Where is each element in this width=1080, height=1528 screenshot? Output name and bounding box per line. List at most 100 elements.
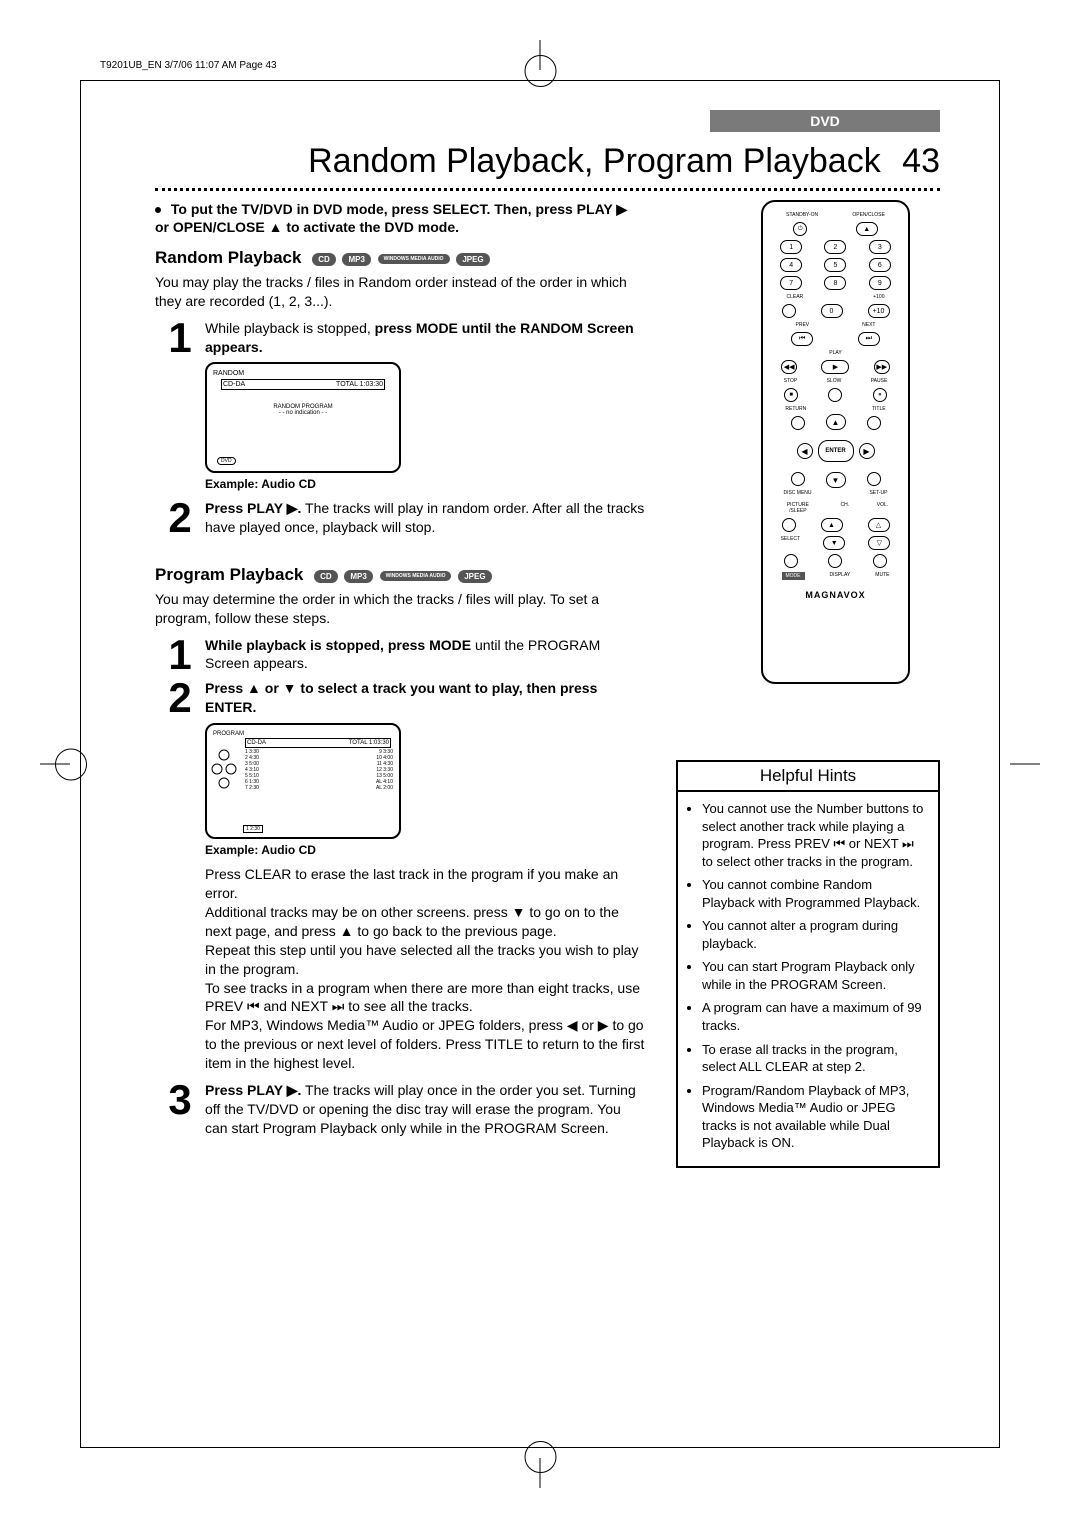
screen-header: CD-DA TOTAL 1:03:30	[221, 379, 385, 390]
hint-item: Program/Random Playback of MP3, Windows …	[702, 1082, 928, 1152]
r-play-label: PLAY	[829, 350, 841, 356]
r-disc-label: DISC MENU	[783, 490, 811, 496]
r-open-label: OPEN/CLOSE	[852, 212, 885, 218]
hint-item: You cannot alter a program during playba…	[702, 917, 928, 952]
p2-a: Press ▲ or ▼ to select a track you want …	[205, 680, 597, 715]
open-button: ▲	[856, 222, 878, 236]
ch-dn-button: ▼	[823, 536, 845, 550]
picture-button	[782, 518, 796, 532]
r-standby-label: STANDBY-ON	[786, 212, 818, 218]
pause-button: ⏸	[873, 388, 887, 402]
step-number-1: 1	[155, 319, 205, 357]
standby-button: ⏻	[793, 222, 807, 236]
stop-button: ■	[784, 388, 798, 402]
screen-prog-sub: CD-DA	[247, 740, 266, 746]
intro-text: To put the TV/DVD in DVD mode, press SEL…	[155, 201, 627, 235]
r-next-label: NEXT	[862, 322, 875, 328]
step-1-body: While playback is stopped, press MODE un…	[205, 319, 645, 357]
program-h-text: Program Playback	[155, 565, 303, 584]
hints-title: Helpful Hints	[678, 762, 938, 792]
p-step-3-body: Press PLAY ▶. The tracks will play once …	[205, 1081, 645, 1138]
hints-list: You cannot use the Number buttons to sel…	[688, 800, 928, 1152]
manual-page: T9201UB_EN 3/7/06 11:07 AM Page 43 DVD R…	[0, 0, 1080, 1528]
enter-button: ENTER	[818, 440, 854, 462]
random-step-2: 2 Press PLAY ▶. The tracks will play in …	[155, 499, 645, 537]
screen-prog-total: TOTAL 1:03:30	[349, 740, 389, 746]
program-screen-illustration: PROGRAM CD-DA TOTAL 1:03:30 1 3:309 3:30…	[205, 723, 401, 839]
r-prev-label: PREV	[796, 322, 810, 328]
play-button: ▶	[821, 360, 849, 374]
plus10-button: +10	[868, 304, 890, 318]
page-title: Random Playback, Program Playback 43	[308, 142, 940, 181]
program-track-list: 1 3:309 3:302 4:3010 4:003 5:0011 4:304 …	[245, 749, 393, 791]
random-intro: You may play the tracks / files in Rando…	[155, 273, 645, 311]
p-step-number-2: 2	[155, 679, 205, 717]
p3-a: Press PLAY ▶.	[205, 1082, 301, 1098]
screen-total: TOTAL 1:03:30	[336, 381, 383, 388]
p1-a: While playback is stopped, press MODE	[205, 637, 471, 653]
intro-instruction: To put the TV/DVD in DVD mode, press SEL…	[155, 200, 645, 236]
num-8: 8	[824, 276, 846, 290]
step-number-2: 2	[155, 499, 205, 537]
badge-wma: WINDOWS MEDIA AUDIO	[378, 254, 450, 264]
screen-prog-title: PROGRAM	[213, 731, 393, 737]
r-pause-label: PAUSE	[871, 378, 888, 384]
slow-button	[828, 388, 842, 402]
disc-button	[791, 472, 805, 486]
step-2-body: Press PLAY ▶. The tracks will play in ra…	[205, 499, 645, 537]
remote-inner: STANDBY-ONOPEN/CLOSE ⏻▲ 123 456 789 CLEA…	[769, 208, 902, 676]
screen-random-text: RANDOM PROGRAM - - no indication - -	[213, 404, 393, 416]
p-step-2-body: Press ▲ or ▼ to select a track you want …	[205, 679, 645, 717]
vol-dn-button: ▽	[868, 536, 890, 550]
format-badges-2: CD MP3 WINDOWS MEDIA AUDIO JPEG	[314, 566, 493, 586]
ch-up-button: ▲	[821, 518, 843, 532]
hints-body: You cannot use the Number buttons to sel…	[678, 792, 938, 1166]
random-h-text: Random Playback	[155, 248, 301, 267]
r-mute-label: MUTE	[875, 572, 889, 580]
left-arrow-button: ◀	[797, 443, 813, 459]
screen-prog-header: CD-DA TOTAL 1:03:30	[245, 738, 391, 748]
up-arrow-button: ▲	[826, 414, 846, 430]
main-column: To put the TV/DVD in DVD mode, press SEL…	[155, 200, 645, 1144]
screen-random-title: RANDOM	[213, 370, 393, 377]
r-setup-label: SET-UP	[869, 490, 887, 496]
program-heading: Program Playback CD MP3 WINDOWS MEDIA AU…	[155, 565, 645, 586]
ff-button: ▶▶	[874, 360, 890, 374]
dvd-icon: DVD	[217, 457, 236, 465]
r-100-label: +100	[873, 294, 884, 300]
title-button	[867, 416, 881, 430]
vol-up-button: △	[868, 518, 890, 532]
right-arrow-button: ▶	[859, 443, 875, 459]
p2-body: Press CLEAR to erase the last track in t…	[205, 865, 645, 1073]
dotted-divider	[155, 188, 940, 191]
prog-step-3: 3 Press PLAY ▶. The tracks will play onc…	[155, 1081, 645, 1138]
hint-item: You cannot use the Number buttons to sel…	[702, 800, 928, 870]
return-button	[791, 416, 805, 430]
dvd-badge: DVD	[710, 110, 940, 132]
p-step-1-body: While playback is stopped, press MODE un…	[205, 636, 645, 674]
num-0: 0	[821, 304, 843, 318]
mute-button	[873, 554, 887, 568]
clear-button	[782, 304, 796, 318]
num-3: 3	[869, 240, 891, 254]
r-display-label: DISPLAY	[830, 572, 851, 580]
badge-mp3: MP3	[342, 253, 370, 266]
helpful-hints-box: Helpful Hints You cannot use the Number …	[676, 760, 940, 1168]
r-select-label: SELECT	[781, 536, 800, 550]
remote-control-illustration: STANDBY-ONOPEN/CLOSE ⏻▲ 123 456 789 CLEA…	[761, 200, 910, 684]
p-step-number-1: 1	[155, 636, 205, 674]
p-step-number-3: 3	[155, 1081, 205, 1119]
hint-item: You cannot combine Random Playback with …	[702, 876, 928, 911]
rew-button: ◀◀	[781, 360, 797, 374]
prog-selected: 1 2:30	[243, 825, 263, 833]
format-badges: CD MP3 WINDOWS MEDIA AUDIO JPEG	[312, 249, 491, 269]
setup-button	[867, 472, 881, 486]
num-6: 6	[869, 258, 891, 272]
nav-cluster: ▲ ▼ ◀ ▶ ENTER	[801, 416, 871, 486]
r-ch-label: CH.	[840, 502, 849, 514]
next-button: ⏭	[858, 332, 880, 346]
num-1: 1	[780, 240, 802, 254]
badge-mp3-2: MP3	[344, 570, 372, 583]
screen-sub: CD-DA	[223, 381, 245, 388]
bullet-icon	[155, 207, 161, 213]
